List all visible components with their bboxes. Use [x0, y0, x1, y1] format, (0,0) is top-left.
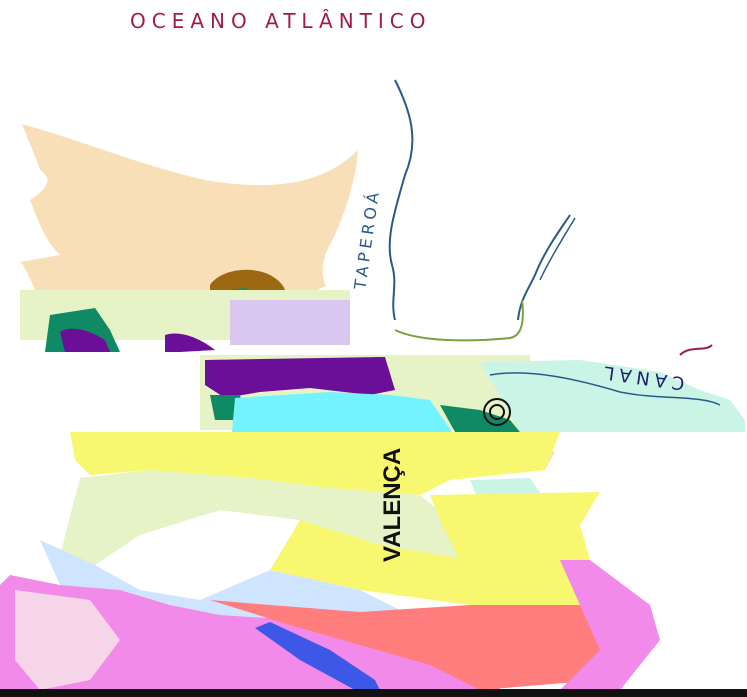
canal-line	[679, 344, 713, 356]
pink-pale-unit	[15, 590, 120, 690]
purple-unit-west	[60, 328, 110, 352]
city-label-valenca: VALENÇA	[379, 448, 406, 562]
river-north	[388, 79, 414, 321]
pink-unit-south	[0, 575, 500, 697]
pale-green-unit	[60, 470, 470, 565]
coast-line-mid	[394, 299, 524, 342]
purple-unit-central	[205, 357, 395, 398]
salmon-unit	[210, 600, 650, 690]
yellow-unit-north	[70, 432, 560, 495]
ocean-label: OCEANO ATLÂNTICO	[130, 9, 432, 33]
map-bottom-edge	[0, 689, 747, 697]
blue-unit	[255, 622, 380, 690]
cyan-unit-central	[232, 392, 452, 432]
river-east-2	[539, 217, 576, 281]
town-symbol-icon	[483, 398, 511, 426]
coast-line-east	[489, 372, 721, 406]
mint-unit-east	[480, 360, 745, 432]
pink-unit-east	[560, 560, 660, 690]
purple-unit-mid	[165, 333, 215, 352]
lilac-band	[230, 300, 350, 345]
yellow-unit-east	[430, 492, 600, 605]
beige-unit-north	[20, 124, 358, 300]
yellow-unit-band	[270, 520, 470, 605]
